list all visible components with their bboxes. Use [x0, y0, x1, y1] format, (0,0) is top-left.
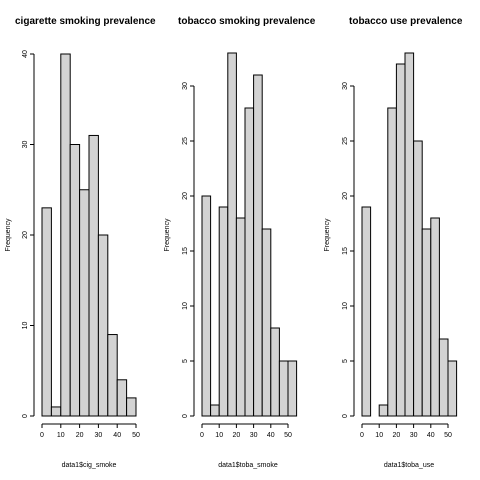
histogram-bar: [270, 327, 280, 417]
histogram-bar: [438, 338, 449, 417]
x-tick-label: 10: [215, 432, 223, 439]
y-tick-label: 20: [22, 231, 29, 239]
histogram-bar: [201, 195, 212, 417]
y-tick-label: 10: [182, 302, 189, 310]
x-tick-label: 10: [375, 432, 383, 439]
chart-title: tobacco smoking prevalence: [178, 16, 316, 27]
histogram-bar: [413, 140, 423, 417]
y-tick-label: 0: [342, 414, 349, 418]
x-tick-label: 40: [267, 432, 275, 439]
x-tick-label: 20: [233, 432, 241, 439]
histogram-bar: [387, 107, 397, 417]
histogram-bar: [447, 360, 458, 417]
x-tick-label: 20: [393, 432, 401, 439]
y-tick-label: 20: [182, 192, 189, 200]
histogram-bar: [107, 334, 118, 417]
chart-title: tobacco use prevalence: [349, 16, 463, 27]
x-axis-label: data1$toba_use: [384, 462, 434, 469]
y-tick-label: 25: [342, 137, 349, 145]
histogram-bar: [41, 207, 52, 417]
panel-tobacco-use: tobacco use prevalence data1$toba_use Fr…: [324, 16, 463, 469]
x-tick-label: 30: [95, 432, 103, 439]
histogram-bar: [126, 397, 137, 417]
x-tick-label: 40: [427, 432, 435, 439]
y-tick-label: 30: [22, 141, 29, 149]
histogram-bar: [116, 379, 128, 417]
x-tick-label: 20: [76, 432, 84, 439]
y-tick-label: 10: [22, 322, 29, 330]
y-tick-label: 15: [342, 247, 349, 255]
y-tick-label: 5: [342, 359, 349, 363]
y-tick-label: 40: [22, 50, 29, 58]
x-tick-label: 0: [360, 432, 364, 439]
panel-tobacco-smoking: tobacco smoking prevalence data1$toba_sm…: [164, 16, 316, 469]
chart-title: cigarette smoking prevalence: [15, 16, 156, 27]
histogram-bar: [421, 228, 432, 417]
histogram-bar: [244, 107, 255, 417]
x-tick-label: 30: [410, 432, 418, 439]
histogram-bar: [287, 360, 298, 417]
histogram-bar: [235, 217, 246, 417]
x-tick-label: 50: [132, 432, 140, 439]
histogram-bar: [79, 189, 90, 417]
histogram-bar: [261, 228, 272, 417]
histogram-bar: [361, 206, 372, 417]
histogram-bar: [395, 63, 406, 417]
x-tick-label: 10: [57, 432, 65, 439]
histogram-bar: [227, 52, 237, 417]
x-axis-label: data1$toba_smoke: [218, 462, 278, 469]
x-tick-label: 30: [250, 432, 258, 439]
histogram-bar: [430, 217, 440, 417]
histogram-bar: [378, 404, 389, 417]
x-axis-label: data1$cig_smoke: [62, 462, 117, 469]
x-tick-label: 50: [284, 432, 292, 439]
histogram-bar: [50, 406, 62, 417]
histogram-bar: [69, 144, 81, 417]
y-axis-label: Frequency: [5, 218, 12, 252]
y-tick-label: 5: [182, 359, 189, 363]
x-tick-label: 0: [40, 432, 44, 439]
y-tick-label: 0: [182, 414, 189, 418]
histogram-bar: [97, 234, 109, 417]
y-tick-label: 20: [342, 192, 349, 200]
y-tick-label: 30: [182, 82, 189, 90]
y-axis-label: Frequency: [164, 218, 171, 252]
histogram-bar: [218, 206, 229, 417]
x-tick-label: 0: [200, 432, 204, 439]
histogram-bar: [88, 134, 99, 417]
panel-cigarette-smoking: cigarette smoking prevalence data1$cig_s…: [5, 16, 156, 469]
histogram-bar: [60, 53, 71, 417]
x-tick-label: 40: [113, 432, 121, 439]
y-axis-label: Frequency: [324, 218, 331, 252]
y-tick-label: 30: [342, 82, 349, 90]
histogram-bar: [253, 74, 263, 417]
y-tick-label: 0: [22, 414, 29, 418]
histogram-bar: [404, 52, 415, 417]
histogram-bar: [210, 404, 220, 417]
histogram-bar: [278, 360, 289, 417]
y-tick-label: 25: [182, 137, 189, 145]
x-tick-label: 50: [444, 432, 452, 439]
y-tick-label: 10: [342, 302, 349, 310]
y-tick-label: 15: [182, 247, 189, 255]
